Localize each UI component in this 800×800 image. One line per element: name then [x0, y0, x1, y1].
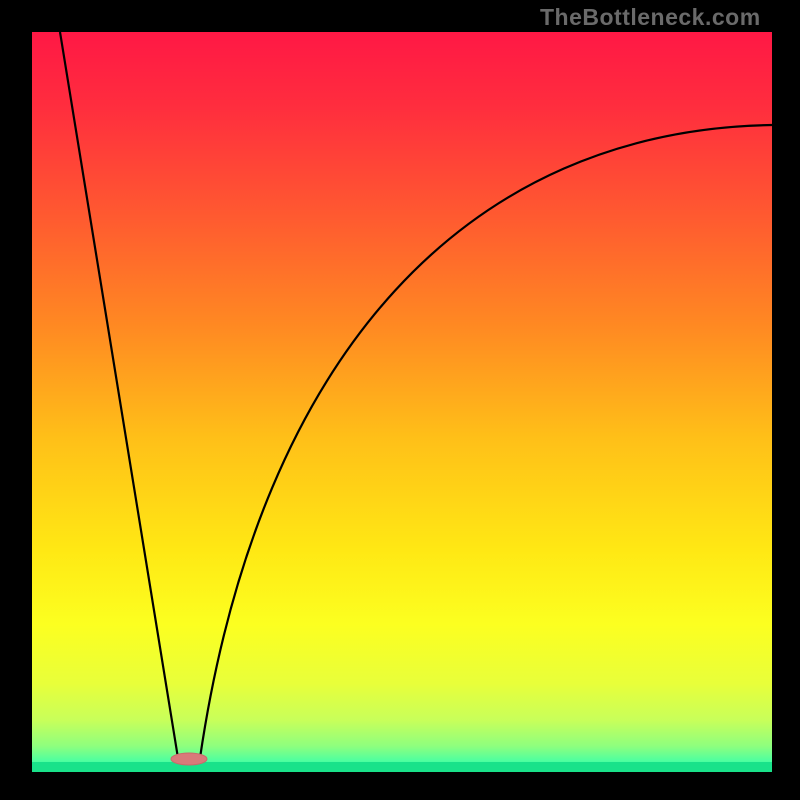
watermark-text: TheBottleneck.com [540, 4, 761, 31]
bottleneck-chart [0, 0, 800, 800]
plot-area [32, 32, 772, 772]
gradient-background [32, 32, 772, 772]
bottom-green-strip [32, 762, 772, 772]
optimal-point-marker [171, 753, 207, 765]
